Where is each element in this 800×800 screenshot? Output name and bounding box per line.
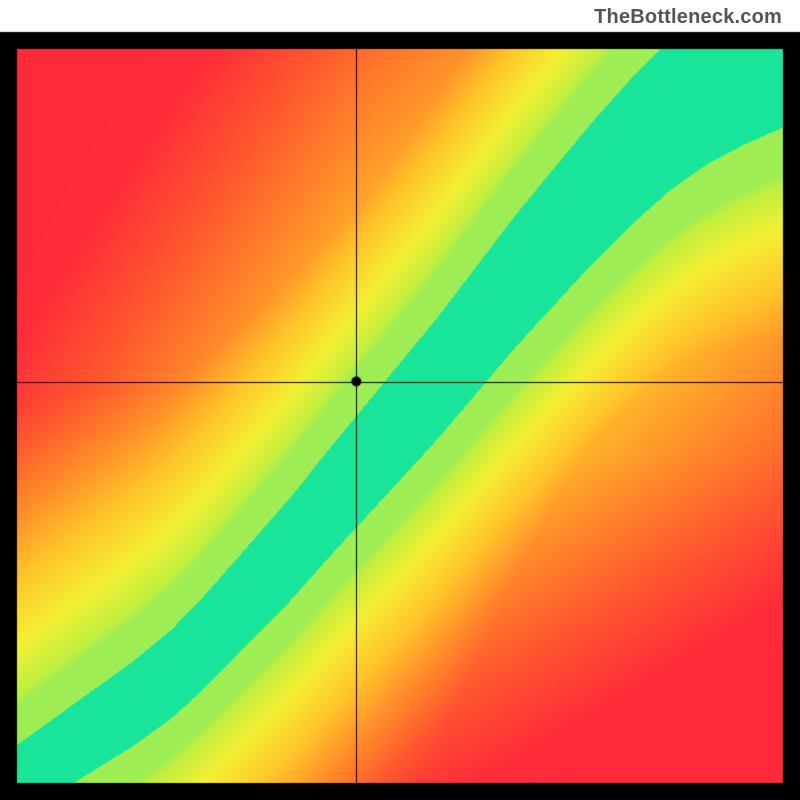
watermark-text: TheBottleneck.com [594,6,782,29]
heatmap-canvas [0,0,800,800]
chart-container: TheBottleneck.com [0,0,800,800]
